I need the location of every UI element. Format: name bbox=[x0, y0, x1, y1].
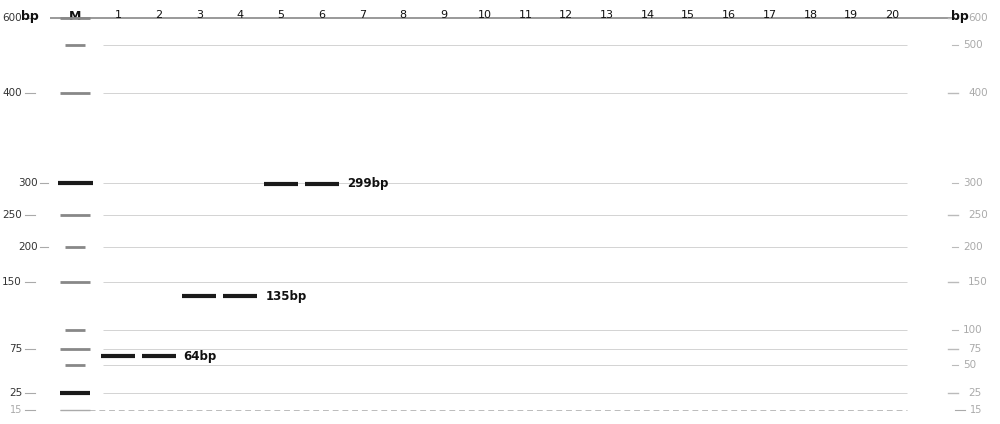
Text: 400: 400 bbox=[2, 88, 22, 98]
Text: 3: 3 bbox=[196, 10, 203, 20]
Text: 8: 8 bbox=[400, 10, 407, 20]
Text: M: M bbox=[69, 10, 81, 23]
Text: 18: 18 bbox=[803, 10, 818, 20]
Text: 10: 10 bbox=[478, 10, 492, 20]
Text: 14: 14 bbox=[641, 10, 655, 20]
Text: 300: 300 bbox=[963, 178, 983, 188]
Text: 150: 150 bbox=[968, 277, 988, 287]
Text: 9: 9 bbox=[440, 10, 447, 20]
Text: 17: 17 bbox=[763, 10, 777, 20]
Text: 16: 16 bbox=[722, 10, 736, 20]
Text: 13: 13 bbox=[600, 10, 614, 20]
Text: 64bp: 64bp bbox=[184, 349, 217, 363]
Text: 11: 11 bbox=[518, 10, 532, 20]
Text: bp: bp bbox=[21, 10, 39, 23]
Text: 299bp: 299bp bbox=[347, 177, 388, 190]
Text: 20: 20 bbox=[885, 10, 899, 20]
Text: 75: 75 bbox=[9, 344, 22, 354]
Text: 200: 200 bbox=[18, 242, 38, 252]
Text: 5: 5 bbox=[277, 10, 284, 20]
Text: 200: 200 bbox=[963, 242, 983, 252]
Text: 250: 250 bbox=[968, 210, 988, 220]
Text: 15: 15 bbox=[681, 10, 695, 20]
Text: 4: 4 bbox=[237, 10, 244, 20]
Text: 6: 6 bbox=[318, 10, 325, 20]
Text: 2: 2 bbox=[155, 10, 162, 20]
Text: 7: 7 bbox=[359, 10, 366, 20]
Text: 100: 100 bbox=[963, 325, 983, 335]
Text: 150: 150 bbox=[2, 277, 22, 287]
Text: 15: 15 bbox=[10, 405, 22, 415]
Text: 135bp: 135bp bbox=[265, 290, 306, 303]
Text: 400: 400 bbox=[968, 88, 988, 98]
Text: 25: 25 bbox=[9, 388, 22, 398]
Text: 19: 19 bbox=[844, 10, 858, 20]
Text: 75: 75 bbox=[968, 344, 981, 354]
Text: 600: 600 bbox=[2, 13, 22, 23]
Text: 50: 50 bbox=[963, 360, 976, 370]
Text: 1: 1 bbox=[114, 10, 122, 20]
Text: 300: 300 bbox=[18, 178, 38, 188]
Text: 15: 15 bbox=[970, 405, 982, 415]
Text: 12: 12 bbox=[559, 10, 573, 20]
Text: 600: 600 bbox=[968, 13, 988, 23]
Text: 250: 250 bbox=[2, 210, 22, 220]
Text: 25: 25 bbox=[968, 388, 981, 398]
Text: 500: 500 bbox=[963, 40, 983, 50]
Text: bp: bp bbox=[951, 10, 969, 23]
